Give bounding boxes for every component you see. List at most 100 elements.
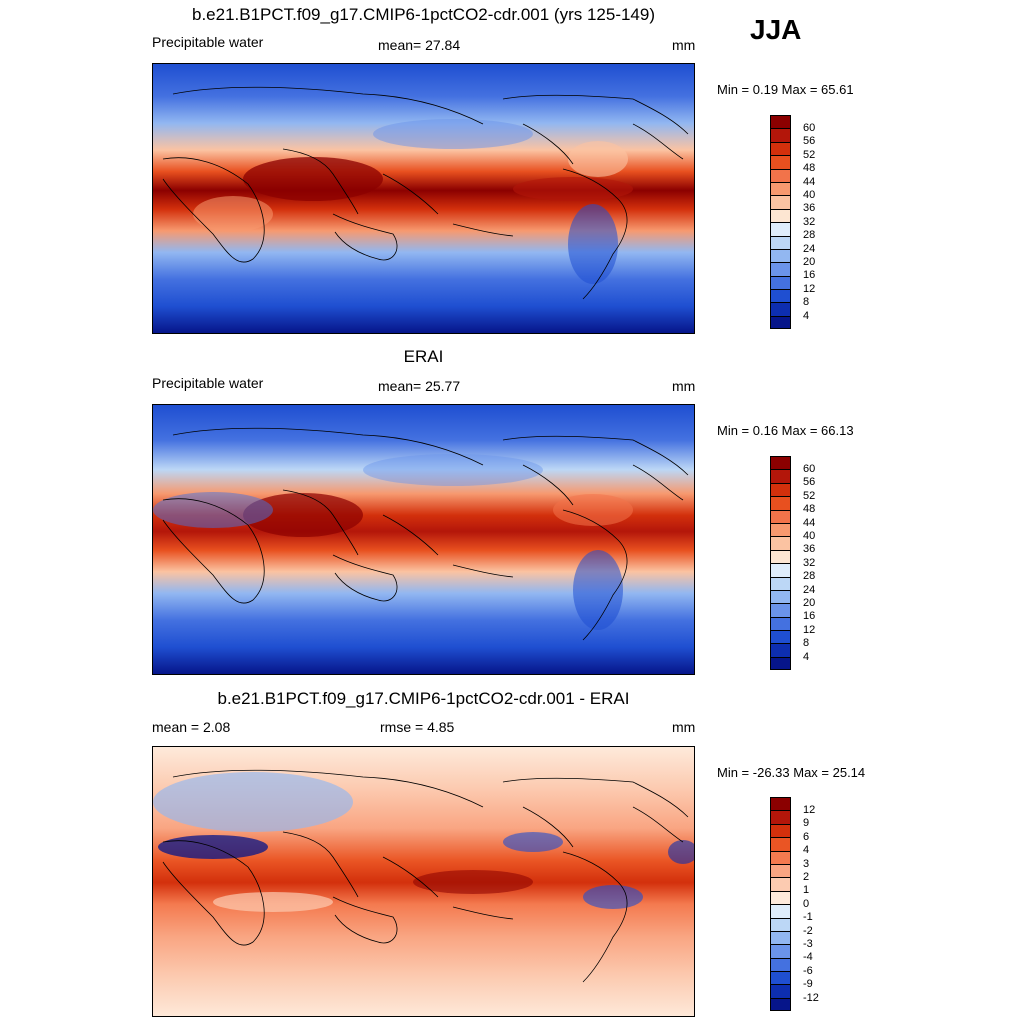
- panel3-minmax: Min = -26.33 Max = 25.14: [717, 765, 866, 780]
- colorbar-tick-label: 4: [803, 650, 810, 663]
- panel2-map: [152, 404, 695, 675]
- colorbar-tick-label: 48: [803, 503, 816, 516]
- panel3-rmse: rmse = 4.85: [380, 719, 455, 735]
- colorbar-swatch: [770, 877, 791, 891]
- colorbar-tick-label: 36: [803, 202, 816, 215]
- colorbar-tick-label: 4: [803, 844, 810, 857]
- colorbar-tick-label: 9: [803, 817, 810, 830]
- colorbar-swatch: [770, 208, 791, 223]
- colorbar-swatch: [770, 235, 791, 249]
- colorbar-tick-label: 16: [803, 269, 816, 282]
- colorbar-tick-label: 0: [803, 897, 810, 910]
- colorbar-tick-label: 36: [803, 543, 816, 556]
- panel1-map: [152, 63, 695, 334]
- colorbar-tick-label: 60: [803, 462, 816, 475]
- panel3-unit: mm: [672, 719, 696, 735]
- colorbar-tick-label: 8: [803, 296, 810, 309]
- colorbar-swatch: [770, 456, 791, 470]
- panel3-title: b.e21.B1PCT.f09_g17.CMIP6-1pctCO2-cdr.00…: [217, 689, 630, 708]
- colorbar-tick-label: 28: [803, 229, 816, 242]
- colorbar-swatch: [770, 248, 791, 263]
- colorbar-tick-label: 24: [803, 583, 816, 596]
- panel3-colorbar: [770, 797, 791, 1012]
- colorbar-tick-label: -4: [803, 951, 813, 964]
- colorbar-swatch: [770, 115, 791, 129]
- colorbar-swatch: [770, 930, 791, 945]
- colorbar-tick-label: 8: [803, 637, 810, 650]
- colorbar-swatch: [770, 890, 791, 905]
- colorbar-swatch: [770, 563, 791, 577]
- colorbar-tick-label: 20: [803, 596, 816, 609]
- panel1-mean: mean= 27.84: [378, 37, 461, 53]
- colorbar-tick-label: 3: [803, 857, 810, 870]
- colorbar-swatch: [770, 275, 791, 290]
- colorbar-swatch: [770, 549, 791, 564]
- colorbar-tick-label: -6: [803, 964, 813, 977]
- colorbar-swatch: [770, 643, 791, 657]
- colorbar-swatch: [770, 195, 791, 209]
- colorbar-tick-label: 32: [803, 556, 816, 569]
- colorbar-tick-label: 52: [803, 489, 816, 502]
- season-label: JJA: [750, 14, 802, 45]
- colorbar-swatch: [770, 522, 791, 537]
- colorbar-swatch: [770, 469, 791, 483]
- colorbar-tick-label: 28: [803, 570, 816, 583]
- panel2-colorbar: [770, 456, 791, 671]
- colorbar-swatch: [770, 837, 791, 851]
- panel1-colorbar: [770, 115, 791, 330]
- colorbar-swatch: [770, 997, 791, 1012]
- panel3-map: [152, 746, 695, 1017]
- colorbar-swatch: [770, 128, 791, 142]
- colorbar-swatch: [770, 917, 791, 931]
- colorbar-tick-label: -3: [803, 937, 813, 950]
- colorbar-swatch: [770, 957, 791, 972]
- colorbar-swatch: [770, 810, 791, 824]
- colorbar-swatch: [770, 797, 791, 811]
- panel1-title: b.e21.B1PCT.f09_g17.CMIP6-1pctCO2-cdr.00…: [191, 5, 656, 24]
- colorbar-tick-label: 12: [803, 803, 816, 816]
- colorbar-tick-label: 40: [803, 529, 816, 542]
- colorbar-tick-label: 56: [803, 135, 816, 148]
- panel2-minmax: Min = 0.16 Max = 66.13: [717, 423, 854, 438]
- panel2-left-label: Precipitable water: [152, 375, 264, 391]
- colorbar-tick-label: 12: [803, 623, 816, 636]
- colorbar-tick-label: -2: [803, 924, 813, 937]
- colorbar-tick-label: 60: [803, 121, 816, 134]
- colorbar-swatch: [770, 944, 791, 958]
- colorbar-swatch: [770, 222, 791, 236]
- colorbar-swatch: [770, 482, 791, 497]
- colorbar-swatch: [770, 630, 791, 644]
- colorbar-tick-label: 1: [803, 884, 810, 897]
- colorbar-tick-label: 44: [803, 175, 816, 188]
- panel1-minmax: Min = 0.19 Max = 65.61: [717, 82, 854, 97]
- panel2-mean: mean= 25.77: [378, 378, 461, 394]
- colorbar-swatch: [770, 536, 791, 550]
- colorbar-swatch: [770, 155, 791, 169]
- colorbar-tick-label: 12: [803, 282, 816, 295]
- colorbar-swatch: [770, 616, 791, 631]
- colorbar-tick-label: 40: [803, 188, 816, 201]
- colorbar-tick-label: -9: [803, 978, 813, 991]
- colorbar-tick-label: 52: [803, 148, 816, 161]
- colorbar-swatch: [770, 589, 791, 604]
- colorbar-swatch: [770, 904, 791, 918]
- colorbar-swatch: [770, 984, 791, 998]
- colorbar-tick-label: 4: [803, 309, 810, 322]
- colorbar-tick-label: 6: [803, 830, 810, 843]
- colorbar-tick-label: 20: [803, 255, 816, 268]
- colorbar-tick-label: 44: [803, 516, 816, 529]
- colorbar-tick-label: 24: [803, 242, 816, 255]
- colorbar-swatch: [770, 302, 791, 316]
- colorbar-tick-label: 16: [803, 610, 816, 623]
- colorbar-tick-label: 56: [803, 476, 816, 489]
- colorbar-tick-label: 32: [803, 215, 816, 228]
- colorbar-tick-label: 48: [803, 162, 816, 175]
- panel2-title: ERAI: [403, 347, 444, 366]
- panel2-unit: mm: [672, 378, 696, 394]
- colorbar-swatch: [770, 863, 791, 878]
- panel3-mean: mean = 2.08: [152, 719, 231, 735]
- colorbar-tick-label: 2: [803, 870, 810, 883]
- colorbar-tick-label: -12: [803, 991, 819, 1004]
- colorbar-swatch: [770, 141, 791, 156]
- colorbar-swatch: [770, 181, 791, 196]
